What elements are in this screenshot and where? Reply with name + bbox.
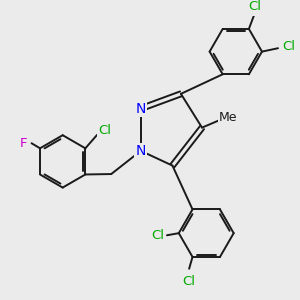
Text: Cl: Cl: [248, 0, 261, 13]
Text: Cl: Cl: [282, 40, 295, 52]
Text: Cl: Cl: [183, 275, 196, 288]
Text: Me: Me: [219, 110, 237, 124]
Text: Cl: Cl: [151, 229, 164, 242]
Text: Cl: Cl: [98, 124, 111, 137]
Text: N: N: [136, 144, 146, 158]
Text: F: F: [20, 137, 27, 150]
Text: N: N: [136, 102, 146, 116]
